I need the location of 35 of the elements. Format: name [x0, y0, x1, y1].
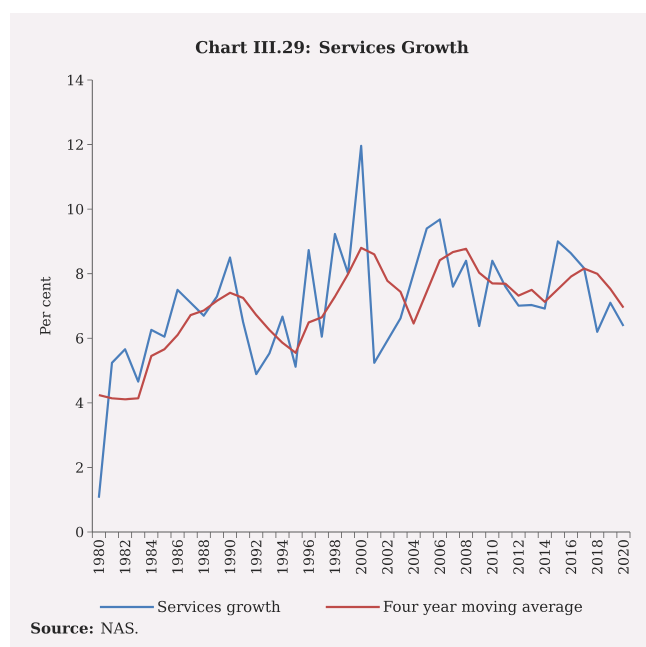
chart-title: Chart III.29: Services Growth	[196, 40, 468, 54]
x-tick-label: 1986	[172, 540, 183, 574]
y-axis-title: Per cent	[40, 276, 51, 335]
y-tick-label: 14	[68, 74, 84, 86]
x-tick-label: 2010	[486, 540, 498, 574]
y-tick-label: 8	[76, 268, 84, 280]
y-tick-label: 2	[76, 462, 83, 473]
x-tick-label: 1990	[224, 540, 236, 574]
x-tick-label: 2016	[566, 540, 576, 574]
y-tick-label: 12	[68, 139, 83, 150]
legend-label: Services growth	[158, 600, 280, 616]
x-tick-label: 2018	[592, 540, 603, 574]
text: Source: NAS.	[31, 622, 138, 634]
x-tick-label: 2014	[539, 540, 550, 574]
x-tick-label: 1988	[198, 540, 210, 574]
x-tick-label: 2020	[618, 540, 629, 574]
x-tick-label: 2004	[408, 540, 419, 574]
x-tick-label: 1996	[303, 540, 314, 574]
x-tick-label: 1994	[277, 540, 288, 574]
y-tick-label: 6	[76, 332, 84, 344]
x-tick-label: 1984	[146, 540, 157, 574]
y-tick-label: 4	[76, 398, 84, 408]
x-tick-label: 2002	[382, 540, 393, 574]
x-tick-label: 2000	[356, 540, 366, 574]
x-tick-label: 2008	[460, 540, 472, 574]
x-tick-label: 2006	[434, 540, 446, 574]
x-tick-label: 1980	[94, 540, 104, 574]
x-tick-label: 2012	[513, 540, 524, 574]
y-tick-label: 0	[76, 526, 84, 538]
x-tick-label: 1982	[120, 540, 130, 574]
y-tick-label: 10	[68, 204, 84, 214]
x-tick-label: 1992	[250, 540, 262, 574]
legend-label: Four year moving average	[384, 600, 582, 616]
line-series	[98, 144, 625, 499]
x-tick-label: 1998	[330, 540, 340, 574]
